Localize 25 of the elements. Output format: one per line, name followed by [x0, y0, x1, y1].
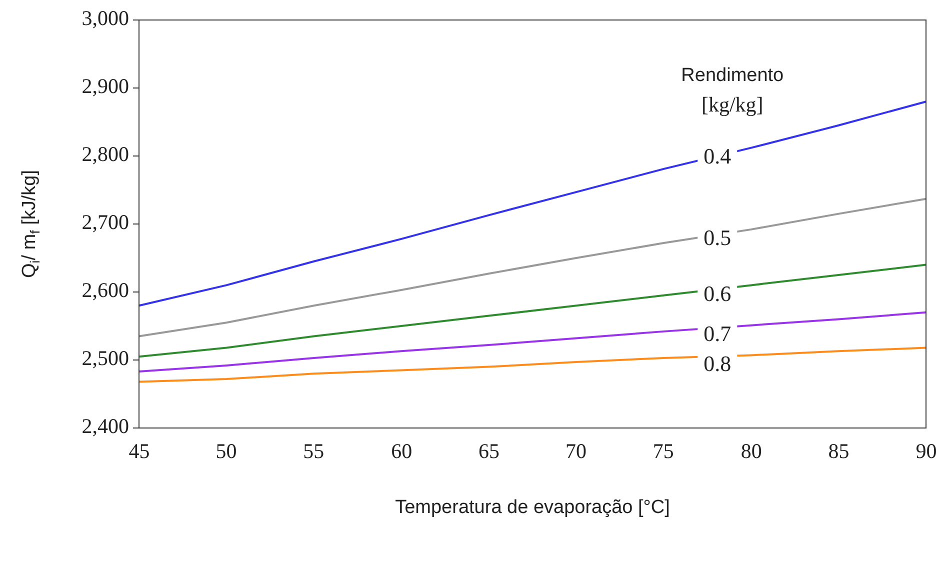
series-label: 0.4 — [704, 144, 732, 169]
y-tick-label: 2,400 — [82, 414, 129, 438]
y-tick-label: 2,600 — [82, 278, 129, 302]
x-tick-label: 75 — [652, 439, 674, 463]
series-label: 0.6 — [704, 280, 732, 306]
x-tick-label: 90 — [916, 439, 937, 463]
x-tick-label: 50 — [216, 439, 237, 463]
x-tick-label: 85 — [828, 439, 850, 463]
series-label: 0.5 — [704, 225, 732, 250]
series-label: 0.8 — [704, 351, 732, 376]
x-tick-label: 70 — [565, 439, 586, 463]
y-tick-label: 2,800 — [82, 142, 129, 166]
y-tick-label: 2,500 — [82, 346, 129, 370]
y-tick-label: 2,900 — [82, 74, 129, 98]
y-tick-label: 3,000 — [82, 6, 129, 30]
x-tick-label: 80 — [740, 439, 762, 463]
x-tick-label: 45 — [128, 439, 150, 463]
legend-title: Rendimento [kg/kg] — [681, 65, 784, 116]
x-tick-label: 60 — [391, 439, 412, 463]
y-axis-title: Qi/ mf [kJ/kg] — [19, 170, 42, 278]
x-tick-label: 65 — [478, 439, 500, 463]
y-tick-label: 2,700 — [82, 210, 129, 234]
x-tick-label: 55 — [303, 439, 324, 463]
series-label: 0.7 — [704, 321, 732, 346]
x-axis-title: Temperatura de evaporação [°C] — [395, 497, 670, 518]
